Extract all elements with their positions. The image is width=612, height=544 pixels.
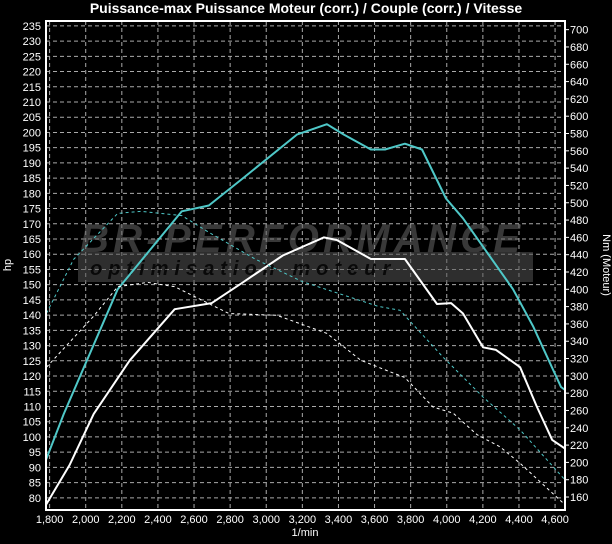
x-tick-label: 2,000 [72,514,100,526]
y-left-tick-label: 145 [23,295,41,307]
y-axis-left-label: hp [2,259,14,271]
x-axis-label: 1/min [292,527,319,539]
watermark-logo: BR-PERFORMANCE optimisation moteur [78,217,533,282]
y-left-tick-label: 105 [23,417,41,429]
y-right-tick-label: 260 [570,405,588,417]
y-left-tick-label: 95 [29,447,41,459]
y-right-tick-label: 640 [570,77,588,89]
x-tick-label: 3,200 [289,514,317,526]
y-left-tick-label: 180 [23,188,41,200]
y-right-tick-label: 240 [570,423,588,435]
y-left-tick-label: 215 [23,82,41,94]
x-tick-label: 3,600 [361,514,389,526]
y-left-tick-label: 130 [23,341,41,353]
y-right-tick-label: 540 [570,163,588,175]
y-left-tick-label: 100 [23,432,41,444]
y-right-tick-label: 620 [570,94,588,106]
y-right-tick-label: 320 [570,354,588,366]
watermark-tagline: optimisation moteur [90,258,396,280]
y-left-tick-label: 210 [23,97,41,109]
series-line-4 [46,281,564,504]
y-right-tick-label: 380 [570,302,588,314]
x-tick-label: 2,800 [216,514,244,526]
y-left-tick-label: 195 [23,143,41,155]
x-tick-label: 4,200 [469,514,497,526]
x-tick-label: 1,800 [36,514,64,526]
y-left-tick-label: 150 [23,280,41,292]
grid [46,21,565,510]
y-right-tick-label: 340 [570,336,588,348]
y-left-tick-label: 225 [23,51,41,63]
y-left-tick-label: 90 [29,462,41,474]
y-right-tick-label: 300 [570,371,588,383]
y-right-tick-label: 500 [570,198,588,210]
y-left-tick-label: 170 [23,219,41,231]
y-left-tick-label: 140 [23,310,41,322]
y-left-tick-label: 165 [23,234,41,246]
y-left-tick-label: 155 [23,264,41,276]
x-tick-label: 4,000 [433,514,461,526]
y-right-tick-label: 200 [570,457,588,469]
y-left-tick-label: 85 [29,478,41,490]
y-axis-right-label: Nm (Moteur) [600,234,612,296]
y-left-tick-label: 120 [23,371,41,383]
y-right-tick-label: 220 [570,440,588,452]
x-tick-label: 3,800 [397,514,425,526]
series-line-1 [45,123,566,461]
y-right-tick-label: 480 [570,215,588,227]
y-right-tick-label: 560 [570,146,588,158]
y-right-tick-label: 460 [570,232,588,244]
y-left-tick-label: 80 [29,493,41,505]
x-tick-label: 3,400 [325,514,353,526]
y-left-tick-label: 205 [23,112,41,124]
y-left-tick-label: 200 [23,127,41,139]
x-tick-label: 4,400 [505,514,533,526]
x-tick-label: 2,400 [144,514,172,526]
y-left-tick-label: 220 [23,67,41,79]
y-left-tick-label: 125 [23,356,41,368]
y-right-tick-label: 280 [570,388,588,400]
series-line-2 [45,236,566,506]
x-tick-label: 4,600 [541,514,569,526]
y-left-tick-label: 190 [23,158,41,170]
y-right-tick-label: 400 [570,284,588,296]
y-right-tick-label: 420 [570,267,588,279]
y-left-tick-label: 230 [23,36,41,48]
y-right-tick-label: 360 [570,319,588,331]
x-tick-label: 2,200 [108,514,136,526]
y-left-tick-label: 135 [23,325,41,337]
y-left-tick-label: 175 [23,204,41,216]
x-tick-label: 2,600 [180,514,208,526]
y-left-tick-label: 235 [23,21,41,33]
y-left-tick-label: 160 [23,249,41,261]
y-right-tick-label: 160 [570,492,588,504]
ticks: 1,800 2,000 2,200 2,400 2,600 2,800 3,000 3,200… [23,21,589,526]
y-right-tick-label: 520 [570,180,588,192]
chart-title: Puissance-max Puissance Moteur (corr.) /… [90,0,523,16]
plot-frame [45,20,566,511]
y-left-tick-label: 115 [23,386,41,398]
y-left-tick-label: 110 [23,401,41,413]
series-line-3 [46,210,566,481]
y-right-tick-label: 180 [570,475,588,487]
y-right-tick-label: 660 [570,59,588,71]
y-right-tick-label: 600 [570,111,588,123]
y-right-tick-label: 680 [570,42,588,54]
curves [45,123,566,506]
y-right-tick-label: 440 [570,250,588,262]
y-right-tick-label: 580 [570,129,588,141]
x-tick-label: 3,000 [252,514,280,526]
y-left-tick-label: 185 [23,173,41,185]
y-right-tick-label: 700 [570,25,588,37]
